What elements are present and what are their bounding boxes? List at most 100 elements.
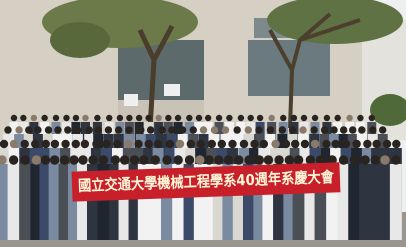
person-head	[299, 126, 306, 133]
person-head	[363, 140, 371, 148]
person-head	[136, 115, 142, 121]
person-head	[371, 155, 380, 164]
person-head	[226, 115, 232, 121]
person-head	[54, 126, 61, 133]
person-head	[224, 155, 233, 164]
person-head	[145, 115, 151, 121]
person-head	[352, 140, 360, 148]
person-head	[106, 115, 112, 121]
person-body	[8, 164, 20, 240]
person-head	[145, 140, 153, 148]
person-body	[348, 164, 360, 240]
person-head	[264, 155, 273, 164]
person-head	[31, 115, 37, 121]
person-head	[257, 115, 263, 121]
person-head	[342, 140, 350, 148]
person-head	[349, 126, 356, 133]
person-head	[214, 155, 223, 164]
person-head	[95, 126, 102, 133]
person-head	[383, 140, 391, 148]
person-head	[233, 126, 240, 133]
person-head	[271, 140, 279, 148]
person-head	[218, 140, 226, 148]
person-head	[20, 155, 29, 164]
person-head	[321, 126, 328, 133]
person-head	[72, 140, 80, 148]
person-head	[73, 115, 79, 121]
person-head	[350, 155, 359, 164]
person-head	[64, 126, 71, 133]
person-head	[117, 115, 123, 121]
person-head	[15, 126, 22, 133]
person-head	[105, 126, 112, 133]
person-head	[244, 155, 253, 164]
person-head	[310, 126, 317, 133]
person-head	[311, 140, 319, 148]
person-head	[392, 140, 400, 148]
person-head	[268, 115, 274, 121]
person-head	[41, 155, 50, 164]
person-head	[69, 155, 78, 164]
person-body	[390, 164, 402, 240]
person-head	[285, 155, 294, 164]
person-head	[301, 115, 307, 121]
person-body	[0, 164, 8, 240]
person-head	[289, 126, 296, 133]
person-head	[137, 126, 144, 133]
person-head	[255, 155, 264, 164]
person-head	[10, 140, 18, 148]
person-head	[185, 155, 194, 164]
person-head	[11, 115, 17, 121]
person-head	[330, 126, 337, 133]
person-head	[248, 115, 254, 121]
person-head	[280, 115, 286, 121]
page: 國立交通大學機械工程學系40週年系慶大會 (() => { const data…	[0, 0, 406, 247]
person-head	[369, 126, 376, 133]
person-body	[379, 164, 391, 240]
person-head	[216, 115, 222, 121]
person-head	[211, 126, 218, 133]
person-head	[125, 126, 132, 133]
ac-unit	[124, 94, 138, 106]
person-head	[130, 155, 139, 164]
person-head	[50, 155, 59, 164]
person-head	[240, 140, 248, 148]
person-head	[147, 126, 154, 133]
person-head	[45, 126, 52, 133]
person-head	[322, 140, 330, 148]
person-head	[196, 115, 202, 121]
person-head	[222, 126, 229, 133]
person-head	[139, 155, 148, 164]
person-head	[151, 155, 160, 164]
person-head	[331, 140, 339, 148]
person-head	[61, 140, 69, 148]
person-head	[115, 126, 122, 133]
person-head	[31, 140, 39, 148]
person-head	[53, 115, 59, 121]
person-head	[111, 155, 120, 164]
person-head	[74, 126, 81, 133]
person-head	[282, 140, 290, 148]
person-head	[154, 140, 162, 148]
person-head	[339, 155, 348, 164]
person-head	[357, 115, 363, 121]
person-head	[228, 140, 236, 148]
person-head	[175, 115, 181, 121]
person-head	[179, 126, 186, 133]
person-head	[63, 115, 69, 121]
person-head	[32, 155, 41, 164]
person-head	[186, 115, 192, 121]
person-head	[159, 126, 166, 133]
person-head	[238, 115, 244, 121]
person-head	[380, 155, 389, 164]
tree-canopy	[50, 22, 110, 58]
ac-unit	[164, 84, 180, 96]
person-head	[301, 140, 309, 148]
person-head	[208, 140, 216, 148]
person-head	[196, 140, 204, 148]
person-head	[81, 140, 89, 148]
person-head	[41, 115, 47, 121]
person-head	[92, 140, 100, 148]
person-head	[51, 140, 59, 148]
person-head	[245, 126, 252, 133]
